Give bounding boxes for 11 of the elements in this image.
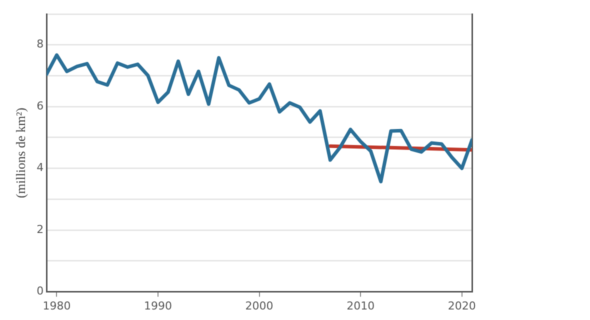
x-tick-label: 2000 — [245, 299, 274, 312]
x-tick-label: 1990 — [144, 299, 172, 312]
y-axis-title: (millions de km²) — [13, 108, 28, 198]
y-tick-label: 2 — [36, 222, 44, 236]
x-tick-label: 2020 — [448, 299, 476, 312]
y-tick-label: 6 — [36, 99, 44, 112]
x-tick-label: 2010 — [346, 299, 375, 312]
y-tick-label: 8 — [36, 38, 44, 51]
x-tick-label: 1980 — [42, 299, 71, 312]
y-tick-label: 4 — [36, 161, 44, 174]
y-tick-label: 0 — [36, 284, 44, 298]
